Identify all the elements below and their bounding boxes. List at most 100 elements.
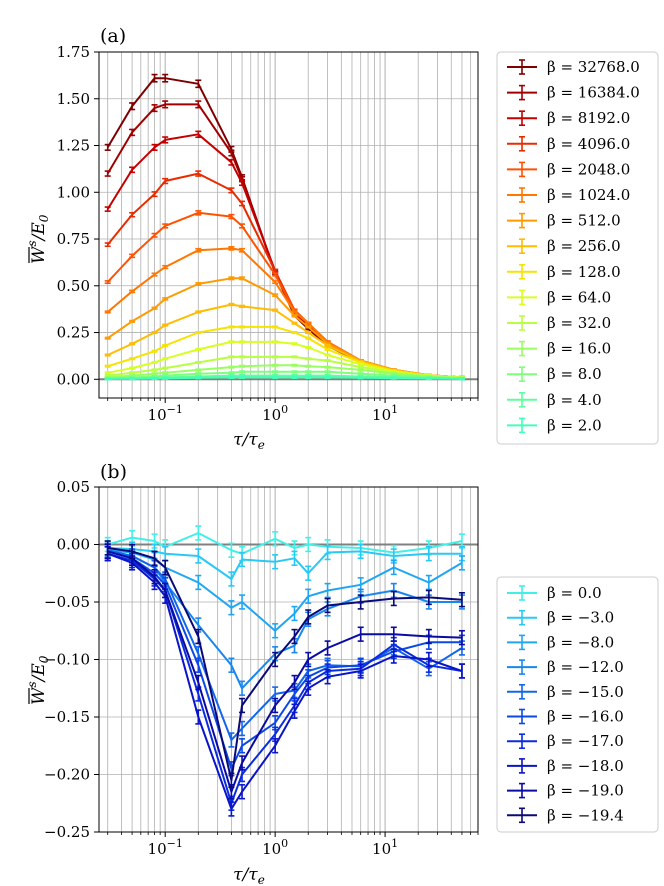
panel-a-point-8192.0-2: [151, 143, 158, 151]
panel-a-point-32768.0-2: [151, 73, 158, 83]
panel-a-ytick-label-0: 0.00: [57, 370, 90, 388]
panel-b-legend-item--3.0: β = −3.0: [507, 609, 614, 627]
panel-a-series-8192.0: [104, 130, 465, 379]
panel-a-point-32768.0-0: [104, 143, 111, 151]
panel-b-legend-item--17.0: β = −17.0: [507, 732, 624, 750]
panel-b-ytick-label-2: −0.15: [44, 708, 90, 726]
svg-text:Ws/E0: Ws/E0: [25, 214, 51, 264]
panel-b-point--19.4-9: [305, 609, 312, 625]
panel-a-point-16.0-6: [239, 364, 246, 368]
panel-b-line--19.0: [107, 550, 462, 793]
panel-b-point--3.0-7: [272, 554, 279, 570]
panel-a-ticks: 0.00 0.25 0.50 0.75 1.00 1.25 1.50 1.75 10−1 100 1…: [57, 43, 479, 424]
panel-b-point--8.0-5: [228, 600, 235, 616]
panel-b-point--3.0-6: [239, 551, 246, 568]
panel-a-point-256.0-1: [129, 342, 136, 346]
panel-b-ytick-label-1: −0.20: [44, 766, 90, 784]
panel-b-legend-item--12.0: β = −12.0: [507, 658, 624, 676]
legend-label: β = 2048.0: [547, 160, 630, 178]
panel-b-point--18.0-10: [324, 669, 331, 685]
panel-b-point--18.0-5: [228, 801, 235, 817]
panel-b-ytick-label-5: 0.00: [57, 536, 90, 554]
panel-b-xlabel: τ/τe: [233, 865, 265, 886]
panel-b-point--3.0-4: [195, 548, 202, 564]
panel-a-point-2.0-13: [425, 377, 432, 381]
panel-a-xlabel-sub: e: [258, 438, 265, 452]
panel-a-point-32.0-6: [239, 355, 246, 359]
panel-b-point--8.0-9: [305, 588, 312, 604]
panel-a-point-16384.0-2: [151, 104, 158, 113]
panel-b-point--19.0-12: [390, 626, 397, 642]
panel-a-point-32.0-9: [305, 357, 312, 361]
panel-a-legend-box: [496, 51, 659, 445]
panel-b-point-0.0-7: [272, 531, 279, 547]
panel-a-point-32768.0-4: [195, 79, 202, 89]
panel-a-point-512.0-4: [195, 281, 202, 286]
panel-a-point-4096.0-2: [151, 191, 158, 198]
panel-a-frame-rect: [98, 51, 479, 399]
panel-b-point--18.0-11: [357, 663, 364, 679]
panel-a-point-4096.0-5: [228, 187, 235, 194]
panel-a-ytick-label-7: 1.75: [57, 43, 90, 61]
panel-a-point-16384.0-0: [104, 170, 111, 177]
panel-b-point--19.4-0: [104, 540, 111, 556]
panel-a-point-32768.0-3: [162, 73, 169, 83]
panel-a-point-16.0-9: [305, 364, 312, 368]
legend-label: β = −8.0: [547, 633, 614, 651]
panel-a-axes-frame: [98, 51, 479, 399]
panel-a-series-2.0: [104, 375, 465, 381]
panel-a-point-128.0-5: [228, 325, 235, 329]
panel-a-point-128.0-1: [129, 357, 136, 361]
panel-a-point-16384.0-3: [162, 100, 169, 109]
panel-a-point-2.0-1: [129, 377, 136, 381]
panel-b-point--8.0-10: [324, 582, 331, 599]
panel-b-ylabel: Ws/E0: [25, 655, 51, 705]
panel-a-point-64.0-9: [305, 345, 312, 350]
panel-b-point-0.0-5: [228, 542, 235, 558]
panel-b-point--19.0-14: [458, 629, 465, 646]
panel-a-point-1024.0-5: [228, 246, 235, 251]
panel-a-point-128.0-2: [151, 349, 158, 353]
panel-b-series-group: [104, 525, 465, 817]
panel-a-point-1024.0-1: [129, 289, 136, 294]
panel-b-point--19.0-4: [195, 674, 202, 691]
panel-b-point--19.0-3: [162, 582, 169, 599]
panel-a-point-128.0-10: [324, 347, 331, 351]
panel-a-point-8192.0-5: [228, 158, 235, 166]
legend-label: β = 128.0: [547, 263, 621, 281]
panel-b-point--18.0-8: [291, 703, 298, 719]
panel-a-point-32.0-10: [324, 359, 331, 363]
panel-a-point-1024.0-2: [151, 272, 158, 277]
panel-a-legend: β = 32768.0 β = 16384.0 β = 8192.0 β = 4096…: [496, 51, 659, 445]
panel-a-point-16.0-7: [272, 363, 279, 367]
panel-b-point--19.4-2: [151, 550, 158, 567]
legend-label: β = 32768.0: [547, 58, 640, 76]
panel-b-line--12.0: [107, 550, 462, 690]
panel-a-point-256.0-5: [228, 302, 235, 307]
panel-a-point-2.0-11: [357, 376, 364, 380]
panel-a-point-16.0-10: [324, 365, 331, 369]
panel-a-point-16384.0-4: [195, 100, 202, 109]
panel-b-point--19.4-3: [162, 559, 169, 576]
panel-b-point--16.0-4: [195, 657, 202, 673]
legend-label: β = 32.0: [547, 314, 611, 332]
panel-a-point-8.0-9: [305, 370, 312, 374]
legend-label: β = −12.0: [547, 658, 624, 676]
panel-b-legend-item--19.0: β = −19.0: [507, 782, 624, 800]
panel-b-series--17.0: [104, 545, 465, 811]
panel-a-series-16384.0: [104, 100, 465, 379]
panel-a-series-1024.0: [104, 246, 465, 379]
panel-b-point--19.4-6: [239, 697, 246, 714]
panel-b-point--19.0-2: [151, 568, 158, 585]
panel-b-xlabel-sub: e: [258, 873, 265, 886]
panel-b-chart: −0.25 −0.20 −0.15 −0.10 −0.05 0.00 0.05 10−1 100…: [25, 461, 659, 886]
panel-b-xlabel-main: τ/τ: [233, 865, 258, 885]
panel-a-ytick-label-2: 0.50: [57, 277, 90, 295]
panel-a-point-32.0-3: [162, 366, 169, 370]
panel-a-point-512.0-1: [129, 319, 136, 323]
legend-label: β = 512.0: [547, 212, 621, 230]
panel-a-ylabel-sub: 0: [37, 214, 51, 222]
panel-a-point-2.0-4: [195, 376, 202, 380]
panel-a-point-64.0-10: [324, 353, 331, 357]
panel-a-point-4096.0-3: [162, 177, 169, 185]
